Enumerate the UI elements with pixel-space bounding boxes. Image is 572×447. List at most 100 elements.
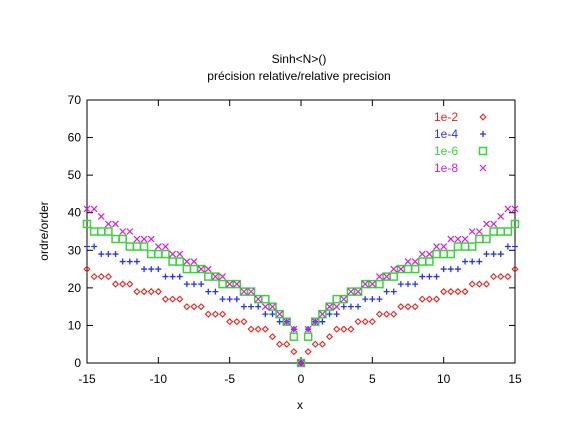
- data-point: [246, 287, 256, 296]
- data-point: [425, 250, 433, 258]
- data-point: [390, 265, 398, 273]
- data-point: [439, 249, 448, 259]
- data-point: [261, 325, 269, 333]
- data-point: [432, 249, 441, 259]
- x-tick-label: 0: [298, 372, 305, 386]
- data-point: [447, 266, 454, 273]
- data-points: [82, 205, 520, 368]
- data-point: [154, 243, 162, 250]
- data-point: [283, 318, 291, 326]
- data-point: [433, 273, 440, 280]
- data-point: [375, 279, 384, 289]
- data-point: [162, 273, 169, 280]
- data-point: [254, 325, 262, 333]
- data-point: [297, 359, 305, 367]
- y-tick-label: 0: [74, 356, 81, 370]
- data-point: [118, 234, 127, 244]
- data-point: [233, 280, 241, 288]
- data-point: [104, 227, 113, 236]
- data-point: [133, 288, 141, 296]
- legend-marker: [479, 113, 487, 121]
- data-point: [383, 288, 390, 295]
- data-point: [255, 303, 262, 310]
- legend-label: 1e-6: [434, 144, 458, 158]
- data-point: [204, 265, 212, 273]
- data-point: [411, 303, 419, 311]
- legend: 1e-2 1e-4 1e-6 1e-8: [434, 110, 488, 175]
- data-point: [204, 272, 213, 281]
- data-point: [240, 288, 248, 296]
- data-point: [440, 243, 448, 250]
- legend-label: 1e-8: [434, 161, 458, 175]
- data-point: [133, 235, 141, 243]
- data-point: [390, 288, 397, 295]
- data-point: [140, 235, 148, 243]
- data-point: [376, 273, 383, 281]
- data-point: [154, 288, 162, 296]
- data-point: [212, 288, 219, 295]
- data-point: [119, 228, 127, 235]
- data-point: [126, 258, 133, 265]
- x-tick-label: 5: [369, 372, 376, 386]
- data-point: [126, 280, 134, 288]
- data-point: [275, 309, 284, 319]
- data-point: [104, 273, 112, 281]
- y-tick-label: 40: [68, 206, 82, 220]
- data-point: [383, 273, 391, 281]
- data-point: [304, 325, 312, 333]
- data-point: [269, 311, 276, 318]
- data-point: [333, 311, 340, 318]
- legend-marker: [478, 146, 488, 156]
- data-point: [397, 265, 405, 273]
- data-point: [339, 294, 349, 304]
- data-point: [183, 258, 191, 265]
- data-point: [361, 318, 369, 326]
- data-point: [397, 303, 405, 311]
- data-point: [368, 318, 376, 326]
- data-point: [97, 273, 105, 281]
- data-point: [125, 242, 135, 251]
- data-point: [162, 243, 169, 250]
- data-point: [226, 318, 234, 326]
- data-point: [462, 258, 469, 265]
- data-point: [410, 264, 420, 274]
- data-point: [276, 340, 284, 348]
- data-point: [183, 303, 191, 311]
- data-point: [198, 281, 205, 288]
- data-point: [426, 273, 433, 280]
- data-point: [475, 228, 483, 235]
- data-point: [311, 340, 319, 348]
- data-point: [361, 280, 369, 288]
- x-axis-label: x: [297, 398, 303, 412]
- x-tick-label: 15: [508, 372, 522, 386]
- data-point: [390, 310, 398, 318]
- data-point: [126, 228, 134, 235]
- data-point: [512, 243, 518, 250]
- data-point: [189, 264, 199, 274]
- data-point: [411, 258, 419, 265]
- data-point: [261, 303, 269, 311]
- data-point: [176, 295, 184, 303]
- data-point: [104, 220, 112, 228]
- data-point: [232, 279, 242, 289]
- data-point: [269, 303, 276, 311]
- data-point: [453, 242, 463, 251]
- data-point: [132, 242, 142, 251]
- data-point: [405, 281, 411, 288]
- data-point: [454, 235, 462, 243]
- data-point: [248, 303, 255, 310]
- data-point: [447, 235, 455, 243]
- data-point: [205, 288, 212, 295]
- y-tick-label: 30: [68, 243, 82, 257]
- data-point: [141, 266, 148, 273]
- y-tick-label: 60: [68, 131, 82, 145]
- data-point: [303, 332, 313, 341]
- data-point: [218, 310, 227, 318]
- data-point: [347, 303, 354, 310]
- data-point: [467, 242, 477, 251]
- data-point: [333, 303, 341, 311]
- data-point: [197, 265, 205, 273]
- data-point: [353, 287, 363, 296]
- x-tick-label: -5: [224, 372, 235, 386]
